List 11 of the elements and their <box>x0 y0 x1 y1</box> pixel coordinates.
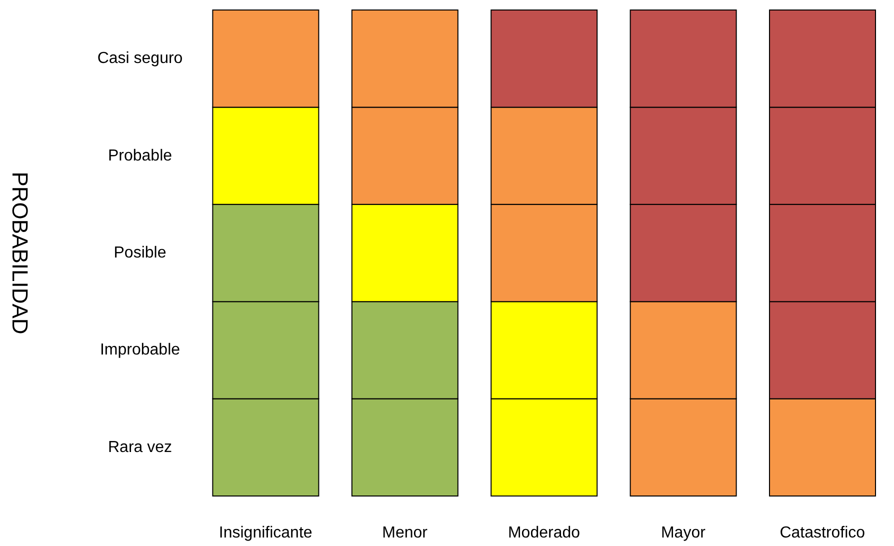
x-tick-label: Mayor <box>660 524 706 542</box>
text: Improbable <box>100 342 180 359</box>
text: Posible <box>114 244 166 262</box>
x-tick-label: Catastrofico <box>780 524 866 542</box>
text: PROBABILIDAD <box>8 172 32 334</box>
text: Probable <box>108 147 172 164</box>
x-tick-label: Menor <box>382 524 428 542</box>
series-label: Casi seguro <box>97 50 183 68</box>
x-tick-label: Moderado <box>508 524 580 542</box>
text: Rara vez <box>108 438 172 456</box>
x-tick-label: Insignificante <box>218 524 312 542</box>
